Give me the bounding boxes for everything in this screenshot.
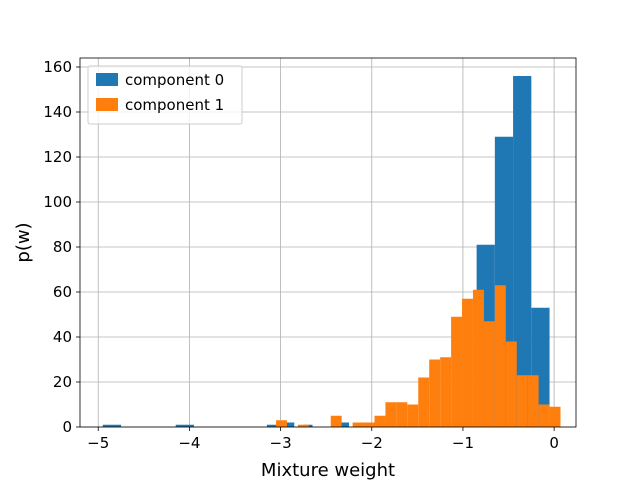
histogram-bar-component-0 bbox=[285, 422, 295, 427]
y-tick-label: 80 bbox=[53, 238, 72, 256]
histogram-bar-component-1 bbox=[330, 415, 342, 427]
histogram-bar-component-1 bbox=[472, 289, 484, 427]
histogram-bar-component-0 bbox=[102, 424, 122, 427]
y-axis-ticks: 0 20 40 60 80 100 120 140 160 bbox=[43, 58, 80, 436]
legend-label-component-0: component 0 bbox=[125, 71, 224, 89]
histogram-bar-component-1 bbox=[549, 406, 561, 427]
x-tick-label: −2 bbox=[361, 434, 383, 452]
y-tick-label: 140 bbox=[43, 103, 72, 121]
plot-frame bbox=[79, 57, 577, 428]
y-tick-label: 40 bbox=[53, 328, 72, 346]
x-axis-title: Mixture weight bbox=[261, 460, 395, 480]
grid-lines bbox=[80, 58, 576, 428]
legend-swatch-component-0 bbox=[96, 73, 118, 86]
histogram-bar-component-1 bbox=[440, 357, 452, 427]
x-tick-label: −4 bbox=[178, 434, 200, 452]
x-tick-label: −1 bbox=[452, 434, 474, 452]
histogram-bars bbox=[102, 76, 561, 427]
histogram-bar-component-1 bbox=[483, 321, 495, 427]
y-tick-label: 60 bbox=[53, 283, 72, 301]
histogram-bar-component-1 bbox=[451, 316, 463, 427]
histogram-bar-component-1 bbox=[462, 298, 473, 427]
legend-box bbox=[87, 65, 243, 125]
histogram-bar-component-1 bbox=[297, 424, 309, 427]
histogram-bar-component-1 bbox=[429, 359, 441, 427]
histogram-bar-component-1 bbox=[538, 404, 550, 427]
legend: component 0 component 1 bbox=[87, 65, 243, 125]
y-tick-label: 0 bbox=[62, 418, 72, 436]
histogram-bar-component-1 bbox=[385, 402, 397, 427]
histogram-bar-component-1 bbox=[494, 285, 506, 427]
legend-swatch-component-1 bbox=[96, 98, 118, 111]
y-axis-title: p(w) bbox=[13, 222, 34, 262]
y-tick-label: 100 bbox=[43, 193, 72, 211]
x-tick-label: −5 bbox=[87, 434, 109, 452]
y-tick-label: 120 bbox=[43, 148, 72, 166]
histogram-bar-component-1 bbox=[352, 422, 364, 427]
x-axis-ticks: −5 −4 −3 −2 −1 0 bbox=[87, 427, 559, 452]
histogram-bar-component-1 bbox=[276, 420, 287, 427]
histogram-bar-component-0 bbox=[513, 76, 532, 427]
y-tick-label: 20 bbox=[53, 373, 72, 391]
legend-label-component-1: component 1 bbox=[125, 96, 224, 114]
x-tick-label: −3 bbox=[270, 434, 292, 452]
histogram-bar-component-1 bbox=[363, 422, 375, 427]
histogram-bar-component-1 bbox=[505, 341, 517, 427]
histogram-bar-component-0 bbox=[339, 422, 349, 427]
histogram-bar-component-1 bbox=[516, 375, 528, 427]
histogram-bar-component-1 bbox=[396, 402, 408, 427]
histogram-bar-component-1 bbox=[527, 375, 539, 427]
histogram-bar-component-1 bbox=[407, 404, 419, 427]
histogram-bar-component-1 bbox=[374, 415, 386, 427]
histogram-bar-component-0 bbox=[175, 424, 194, 427]
histogram-bar-component-1 bbox=[418, 377, 430, 427]
x-tick-label: 0 bbox=[549, 434, 559, 452]
y-tick-label: 160 bbox=[43, 58, 72, 76]
